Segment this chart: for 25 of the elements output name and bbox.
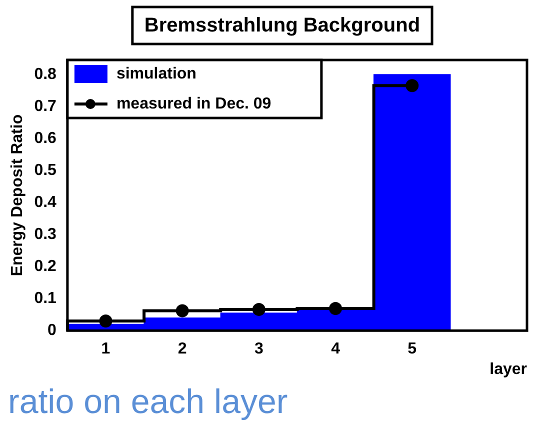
y-tick-label: 0 xyxy=(48,322,57,340)
y-tick-label: 0.6 xyxy=(34,130,57,147)
y-tick-label: 0.7 xyxy=(34,98,57,115)
chart-title: Bremsstrahlung Background xyxy=(144,14,420,37)
x-tick-label: 5 xyxy=(408,340,417,358)
point xyxy=(329,302,342,316)
y-tick-label: 0.5 xyxy=(34,162,57,179)
legend-label: measured in Dec. 09 xyxy=(116,95,272,112)
y-tick-label: 0.2 xyxy=(34,258,57,275)
y-tick-label: 0.8 xyxy=(34,66,57,83)
text: ratio on each layer xyxy=(8,383,288,421)
x-tick-label: 4 xyxy=(331,340,340,358)
point xyxy=(99,314,112,328)
point xyxy=(406,79,419,92)
point xyxy=(176,304,189,318)
point xyxy=(252,302,266,316)
y-axis-title: Energy Deposit Ratio xyxy=(9,114,26,276)
y-tick-label: 0.4 xyxy=(34,194,57,211)
x-tick-label: 2 xyxy=(178,340,187,358)
legend-label: simulation xyxy=(116,65,196,82)
x-tick-label: 3 xyxy=(254,340,264,358)
x-tick-label: 1 xyxy=(101,340,110,358)
y-tick-label: 0.3 xyxy=(34,226,57,243)
x-axis-title: layer xyxy=(490,360,527,378)
y-tick-label: 0.1 xyxy=(34,290,57,307)
